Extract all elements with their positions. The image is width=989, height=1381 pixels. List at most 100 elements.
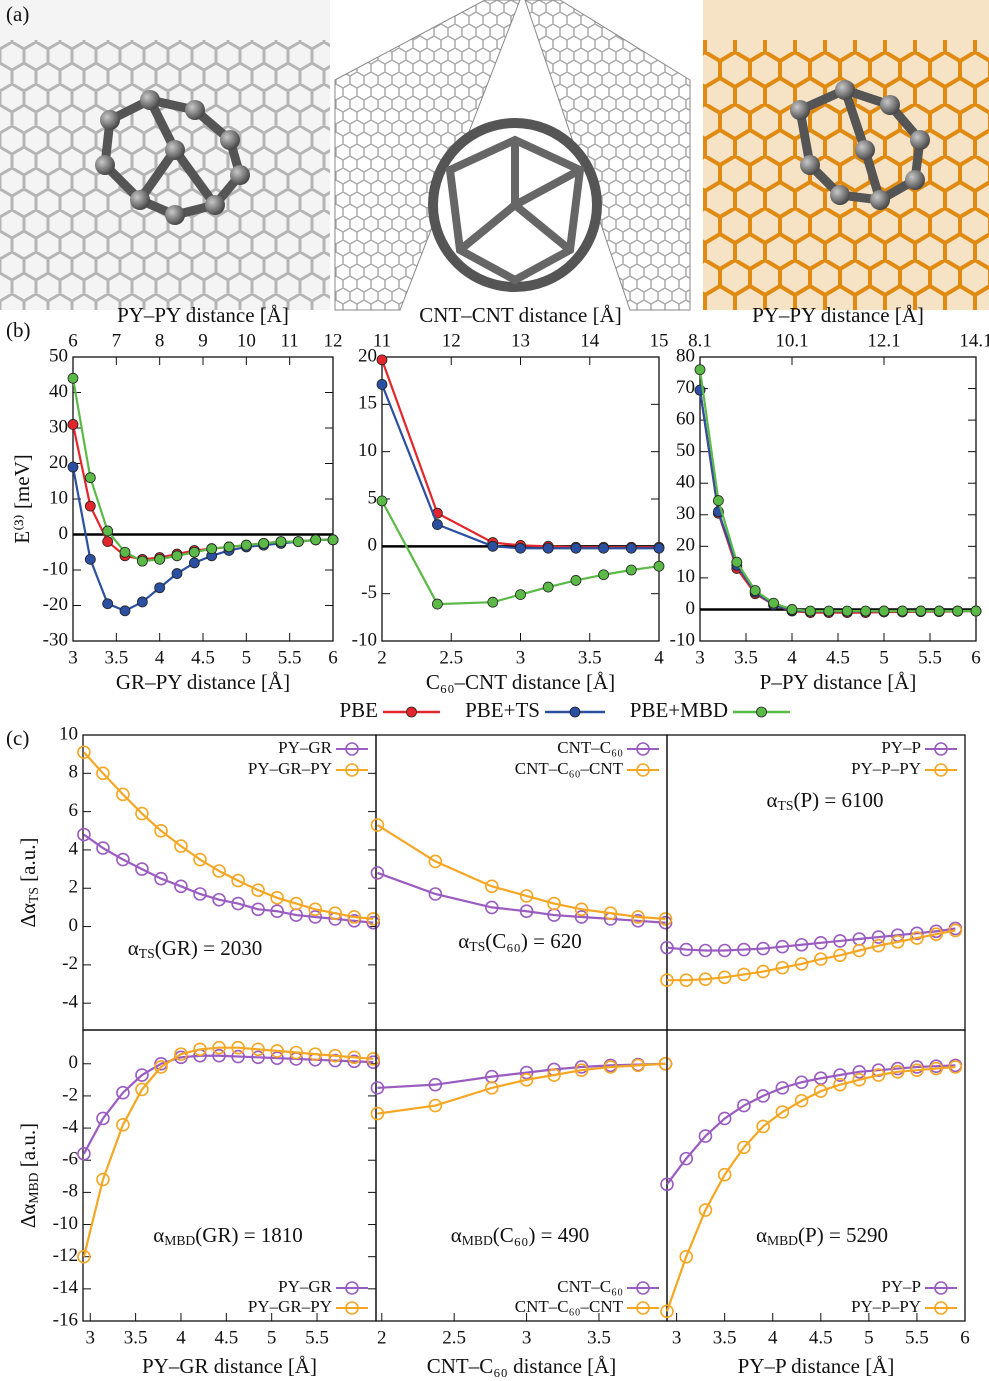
y-tick-label: -10	[352, 629, 377, 650]
x2-tick-label: 8.1	[688, 330, 712, 351]
x-tick-label: 3	[522, 1327, 532, 1348]
x2-tick-label: 7	[112, 330, 122, 351]
y-tick-label: -30	[43, 629, 68, 650]
legend-label: PY–P–PY	[851, 1297, 921, 1316]
x-tick-label: 4.5	[214, 1327, 238, 1348]
text-part: TS	[778, 798, 794, 813]
marker	[68, 462, 78, 472]
marker	[599, 570, 609, 580]
y-tick-label: 6	[69, 800, 79, 821]
text-part: (GR) = 2030	[155, 936, 263, 960]
marker	[713, 496, 723, 506]
text-part: TS	[469, 939, 485, 954]
legend-label: CNT–C₆₀–CNT	[515, 1297, 624, 1316]
marker	[953, 606, 963, 616]
y-tick-label: -4	[62, 992, 78, 1013]
marker	[276, 537, 286, 547]
text-part: MBD	[164, 1233, 195, 1248]
x2-tick-label: 10.1	[775, 330, 808, 351]
marker	[599, 543, 609, 553]
marker	[971, 606, 981, 616]
y-tick-label: 30	[676, 503, 695, 524]
y-tick-label: -4	[62, 1116, 78, 1137]
x2-tick-label: 14	[580, 330, 600, 351]
x-tick-label: 4	[768, 1327, 778, 1348]
marker	[78, 746, 90, 758]
marker	[155, 554, 165, 564]
y-tick-label: 2	[69, 877, 79, 898]
y-tick-label: -14	[53, 1277, 79, 1298]
x2-tick-label: 12	[324, 330, 343, 351]
y-tick-label: 10	[49, 487, 68, 508]
x-tick-label: 5.5	[905, 1327, 929, 1348]
legend-label: PY–GR–PY	[248, 759, 332, 778]
plot-frame	[73, 357, 333, 641]
text-part: α	[458, 929, 469, 953]
y-tick-label: 70	[676, 377, 695, 398]
x-tick-label: 3.5	[104, 647, 128, 668]
legend-label: PBE+TS	[465, 698, 540, 722]
marker	[805, 606, 815, 616]
x-tick-label: 5	[879, 647, 889, 668]
x-tick-label: 3	[86, 1327, 96, 1348]
series-line	[382, 360, 659, 547]
y-tick-label: 30	[49, 416, 68, 437]
annotation: αTS(GR) = 2030	[128, 936, 262, 961]
x2-tick-label: 6	[68, 330, 78, 351]
y-tick-label: -8	[62, 1181, 78, 1202]
text-part: Δα	[16, 903, 40, 928]
x-tick-label: 4	[787, 647, 797, 668]
x2-tick-label: 8	[155, 330, 165, 351]
x2-axis-label: CNT–CNT distance [Å]	[419, 303, 622, 327]
marker	[311, 535, 321, 545]
y-tick-label: -16	[53, 1309, 78, 1330]
y-axis-label: ΔαTS [a.u.]	[16, 838, 41, 928]
marker	[120, 606, 130, 616]
marker	[916, 606, 926, 616]
plot-frame	[83, 735, 376, 1030]
series-line	[700, 390, 976, 611]
y-tick-label: 0	[59, 523, 69, 544]
y-tick-label: 0	[69, 915, 79, 936]
legend-marker	[570, 707, 580, 717]
panel-label: (a)	[6, 2, 29, 26]
x-tick-label: 3	[672, 1327, 682, 1348]
x2-axis-label: PY–PY distance [Å]	[752, 303, 924, 327]
legend-marker	[407, 707, 417, 717]
text-part: (P) = 6100	[793, 788, 883, 812]
marker	[377, 355, 387, 365]
marker	[328, 535, 338, 545]
x-tick-label: 4.5	[191, 647, 215, 668]
x-tick-label: 3.5	[734, 647, 758, 668]
y-tick-label: 60	[676, 408, 695, 429]
legend-label: CNT–C₆₀–CNT	[515, 759, 624, 778]
x2-tick-label: 10	[237, 330, 256, 351]
panel-a-images	[0, 0, 989, 310]
annotation: αTS(P) = 6100	[767, 788, 884, 813]
marker	[137, 597, 147, 607]
x-tick-label: 5	[242, 647, 252, 668]
marker	[371, 819, 383, 831]
y-tick-label: 5	[368, 487, 378, 508]
text-part: α	[451, 1223, 462, 1247]
marker	[879, 606, 889, 616]
series-line	[84, 1056, 373, 1154]
annotation: αMBD(P) = 5290	[756, 1223, 888, 1248]
x-tick-label: 2.5	[439, 647, 463, 668]
marker	[172, 551, 182, 561]
marker	[626, 565, 636, 575]
series-line	[382, 384, 659, 548]
marker	[85, 554, 95, 564]
y-tick-label: -10	[43, 558, 68, 579]
marker	[654, 561, 664, 571]
x2-tick-label: 9	[198, 330, 208, 351]
annotation: αTS(C₆₀) = 620	[458, 929, 581, 954]
x2-tick-label: 12.1	[867, 330, 900, 351]
x-tick-label: 6	[960, 1327, 970, 1348]
legend-label: CNT–C₆₀	[557, 738, 623, 757]
marker	[377, 379, 387, 389]
x-tick-label: 5.5	[305, 1327, 329, 1348]
y-tick-label: 50	[676, 440, 695, 461]
y-tick-label: 15	[358, 393, 377, 414]
x-axis-label: CNT–C₆₀ distance [Å]	[427, 1354, 617, 1378]
